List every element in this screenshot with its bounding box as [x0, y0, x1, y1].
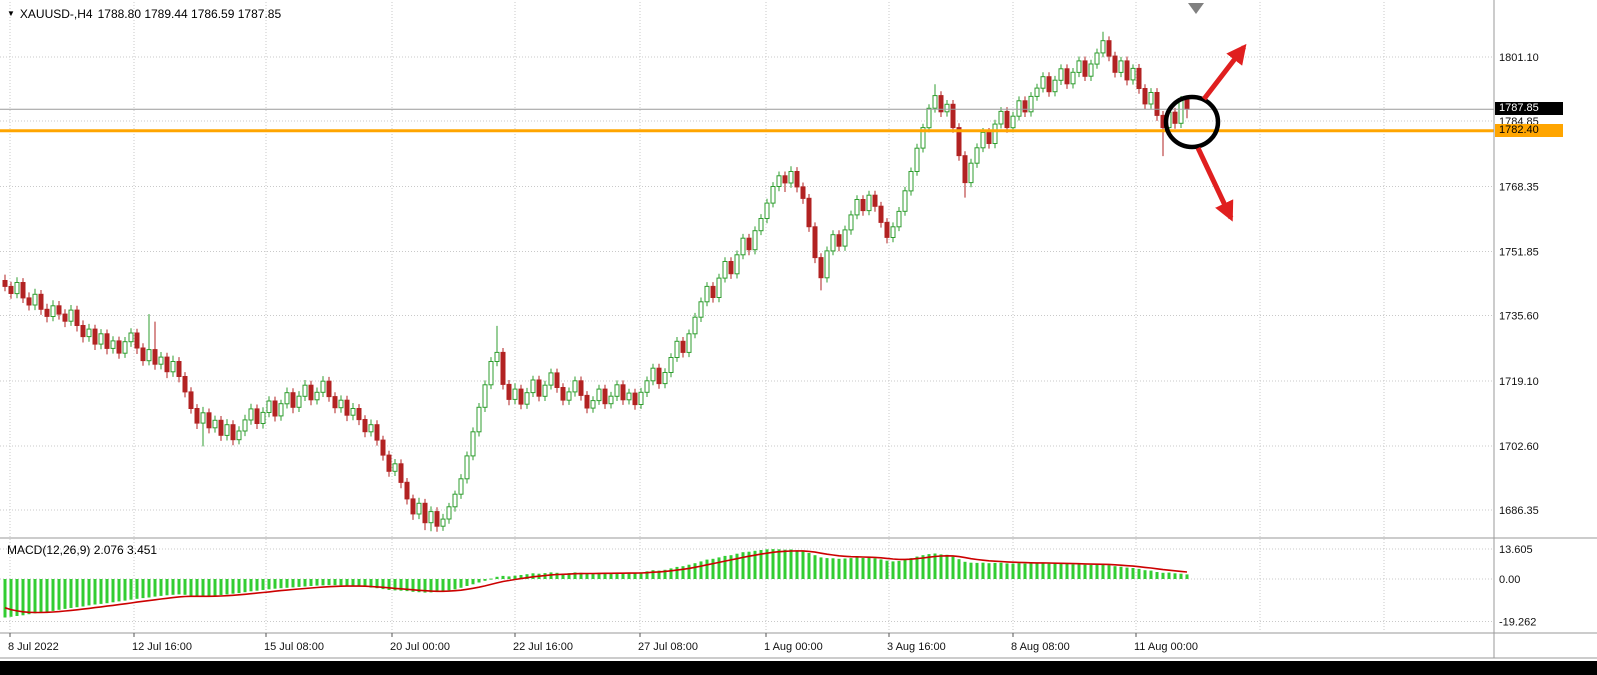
macd-signal-line — [4, 550, 1188, 614]
price-lines — [0, 108, 1494, 133]
time-axis-label: 3 Aug 16:00 — [887, 641, 946, 653]
macd-indicator-label: MACD(12,26,9) 2.076 3.451 — [7, 543, 158, 557]
time-axis-label: 8 Aug 08:00 — [1011, 641, 1070, 653]
price-axis-label: 1719.10 — [1499, 376, 1539, 388]
time-axis-label: 15 Jul 08:00 — [264, 641, 324, 653]
symbol-ohlc-values: 1788.80 1789.44 1786.59 1787.85 — [97, 7, 282, 21]
annotations — [1163, 3, 1247, 222]
price-axis-label: 1768.35 — [1499, 181, 1539, 193]
time-axis-label: 8 Jul 2022 — [8, 641, 59, 653]
macd-histogram — [3, 549, 1189, 618]
time-axis-label: 20 Jul 00:00 — [390, 641, 450, 653]
pane-separators — [0, 0, 1597, 659]
symbol-dropdown-icon[interactable]: ▼ — [7, 9, 15, 18]
macd-axis-label: -19.262 — [1499, 616, 1536, 628]
price-axis-label: 1686.35 — [1499, 505, 1539, 517]
level-price-badge: 1782.40 — [1495, 124, 1563, 137]
time-axis-label: 22 Jul 16:00 — [513, 641, 573, 653]
bid-price-badge: 1787.85 — [1495, 102, 1563, 115]
time-axis-label: 12 Jul 16:00 — [132, 641, 192, 653]
arrow-down-annotation — [1195, 146, 1234, 222]
chart-shift-marker-icon — [1188, 3, 1204, 14]
price-axis-label: 1735.60 — [1499, 311, 1539, 323]
time-axis-label: 11 Aug 00:00 — [1134, 641, 1198, 653]
symbol-name: XAUUSD-,H4 — [19, 7, 93, 21]
price-axis[interactable]: 1801.101784.851768.351751.851735.601719.… — [1499, 52, 1539, 629]
window-bottom-bar — [0, 661, 1597, 675]
time-axis-label: 27 Jul 08:00 — [638, 641, 698, 653]
price-axis-label: 1702.60 — [1499, 441, 1539, 453]
arrow-up-annotation — [1202, 43, 1247, 101]
candles — [2, 31, 1190, 532]
circle-annotation — [1163, 94, 1221, 150]
macd-axis-label: 13.605 — [1499, 544, 1533, 556]
price-axis-label: 1801.10 — [1499, 52, 1539, 64]
price-axis-label: 1751.85 — [1499, 247, 1539, 259]
chart-canvas[interactable]: 1801.101784.851768.351751.851735.601719.… — [0, 0, 1597, 661]
time-axis-label: 1 Aug 00:00 — [764, 641, 823, 653]
symbol-info: ▼ XAUUSD-,H4 1788.80 1789.44 1786.59 178… — [7, 7, 281, 21]
time-axis[interactable]: 8 Jul 2022 12 Jul 16:00 15 Jul 08:00 20 Jul… — [8, 633, 1198, 653]
macd-axis-label: 0.00 — [1499, 574, 1520, 586]
